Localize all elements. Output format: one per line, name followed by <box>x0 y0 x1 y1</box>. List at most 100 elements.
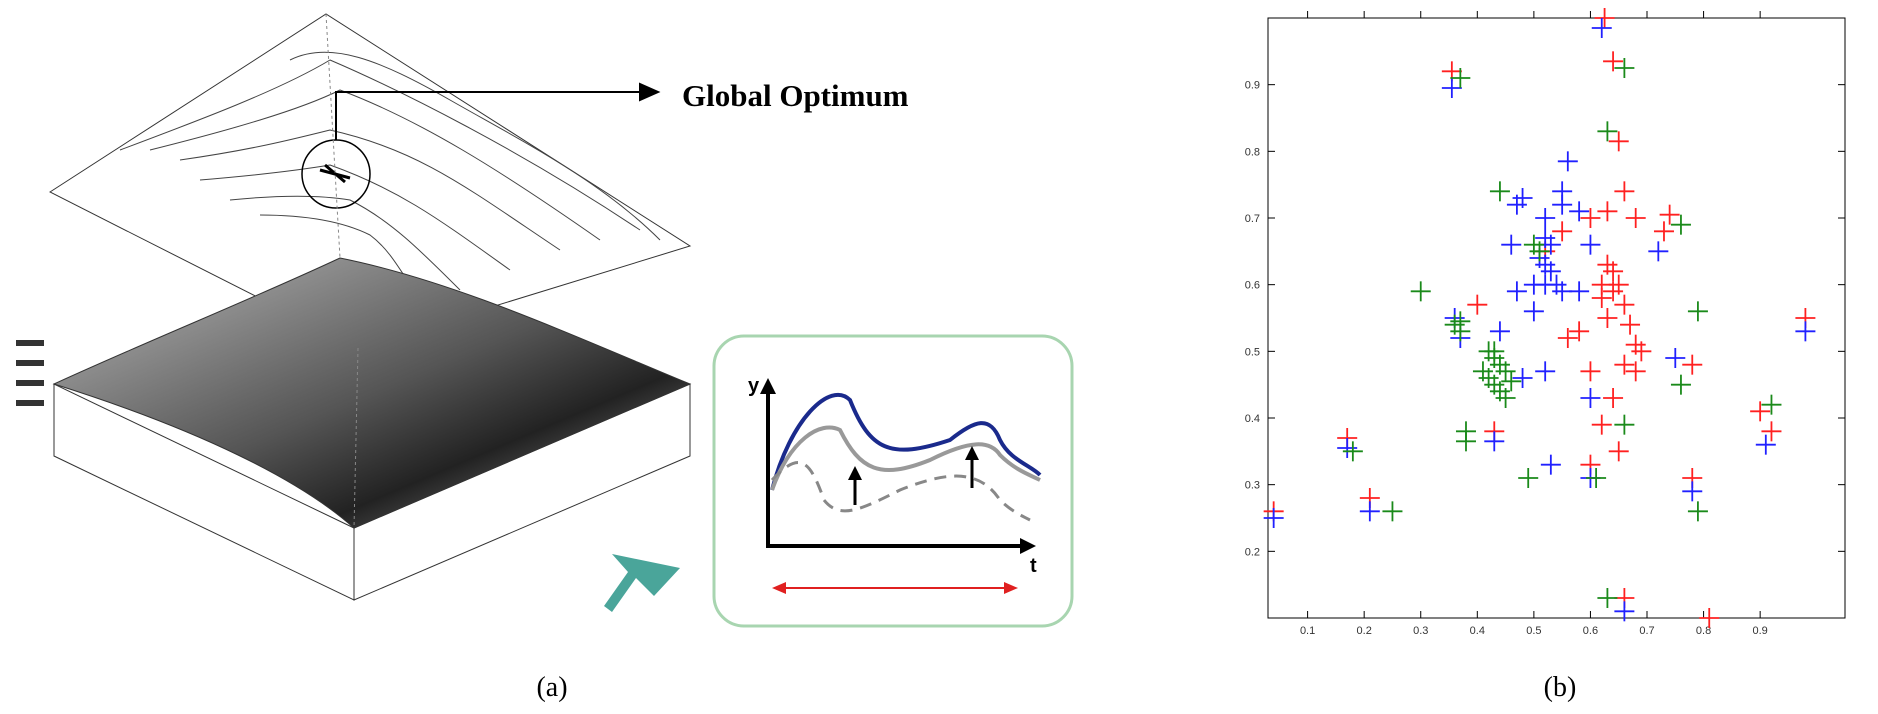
x-tick-label: 0.6 <box>1583 625 1598 637</box>
point <box>1523 301 1544 322</box>
point <box>1495 388 1516 408</box>
x-tick-label: 0.1 <box>1300 625 1315 637</box>
point <box>1608 131 1629 152</box>
point <box>1597 121 1618 142</box>
point <box>1597 201 1618 222</box>
point <box>1591 18 1612 38</box>
point <box>1750 401 1771 422</box>
point <box>1614 601 1635 622</box>
y-tick-label: 0.6 <box>1245 280 1260 292</box>
point <box>1614 58 1635 78</box>
point <box>1450 68 1471 88</box>
point <box>1495 361 1516 382</box>
point <box>1580 208 1601 228</box>
point <box>1614 294 1635 315</box>
point <box>1552 194 1573 215</box>
point <box>1410 281 1431 302</box>
point <box>1569 281 1590 302</box>
y-tick-label: 0.2 <box>1245 546 1260 558</box>
point <box>1648 241 1669 262</box>
point <box>1512 368 1533 388</box>
point <box>1603 281 1624 302</box>
inset-x-label: t <box>1030 555 1037 577</box>
caption: (a) <box>536 672 567 703</box>
pointer <box>335 82 661 140</box>
x-tick-label: 0.9 <box>1752 625 1767 637</box>
point <box>1614 414 1635 435</box>
point <box>1625 361 1646 382</box>
point <box>1441 78 1462 98</box>
point <box>1580 388 1601 408</box>
point <box>1263 508 1284 528</box>
y-tick-label: 0.4 <box>1245 413 1260 425</box>
point <box>1665 348 1686 368</box>
y-tick-label: 0.9 <box>1245 80 1260 92</box>
point <box>1455 431 1476 452</box>
point <box>1603 51 1624 72</box>
point <box>1489 181 1510 202</box>
point <box>1382 501 1403 522</box>
point <box>1467 294 1488 315</box>
annotation: Global Optimum <box>682 78 909 113</box>
point <box>1580 234 1601 255</box>
point <box>1625 208 1646 228</box>
point <box>1506 194 1527 215</box>
point <box>1337 438 1358 458</box>
point <box>1608 441 1629 462</box>
point <box>1670 214 1691 235</box>
y-tick-label: 0.3 <box>1245 480 1260 492</box>
point <box>1614 181 1635 202</box>
point <box>1597 308 1618 328</box>
point <box>1659 204 1680 225</box>
x-tick-label: 0.8 <box>1696 625 1711 637</box>
point <box>1540 261 1561 282</box>
y-tick-label: 0.7 <box>1245 213 1260 225</box>
point <box>1557 328 1578 348</box>
point <box>1653 221 1674 242</box>
point <box>1603 261 1624 282</box>
point <box>1631 341 1652 362</box>
point <box>1484 341 1505 362</box>
point <box>1552 221 1573 242</box>
point <box>1569 201 1590 222</box>
point <box>1501 371 1522 392</box>
point <box>1506 281 1527 302</box>
point <box>1670 374 1691 395</box>
point <box>1603 388 1624 408</box>
point <box>1489 321 1510 342</box>
point <box>1580 361 1601 382</box>
caption: (b) <box>1544 672 1577 703</box>
scatter-plot: 0.1 0.2 0.3 0.4 0.5 0.6 0.7 0.8 0.9 0.2 0.3 0.4 0.5 0… <box>1245 8 1845 637</box>
point <box>1682 354 1703 375</box>
point <box>1620 314 1641 335</box>
point <box>1597 588 1618 608</box>
surface-box <box>52 13 692 601</box>
point <box>1795 321 1816 342</box>
point <box>1687 501 1708 522</box>
point <box>1687 301 1708 322</box>
point <box>1535 361 1556 382</box>
point <box>1594 8 1615 28</box>
point <box>1501 234 1522 255</box>
point <box>1755 434 1776 455</box>
point <box>1586 468 1607 488</box>
point <box>1484 431 1505 452</box>
point <box>1591 274 1612 295</box>
teal-arrow <box>604 554 680 612</box>
inset-y-label: y <box>748 375 760 397</box>
point <box>1472 361 1493 382</box>
point <box>1518 468 1539 488</box>
point <box>1682 481 1703 502</box>
x-tick-label: 0.2 <box>1357 625 1372 637</box>
x-tick-label: 0.4 <box>1470 625 1485 637</box>
point <box>1529 241 1550 262</box>
legend-marks <box>16 340 44 406</box>
point <box>1591 414 1612 435</box>
point <box>1540 454 1561 475</box>
y-tick-label: 0.8 <box>1245 146 1260 158</box>
point <box>1342 441 1363 462</box>
point <box>1557 151 1578 172</box>
point <box>1535 208 1556 228</box>
